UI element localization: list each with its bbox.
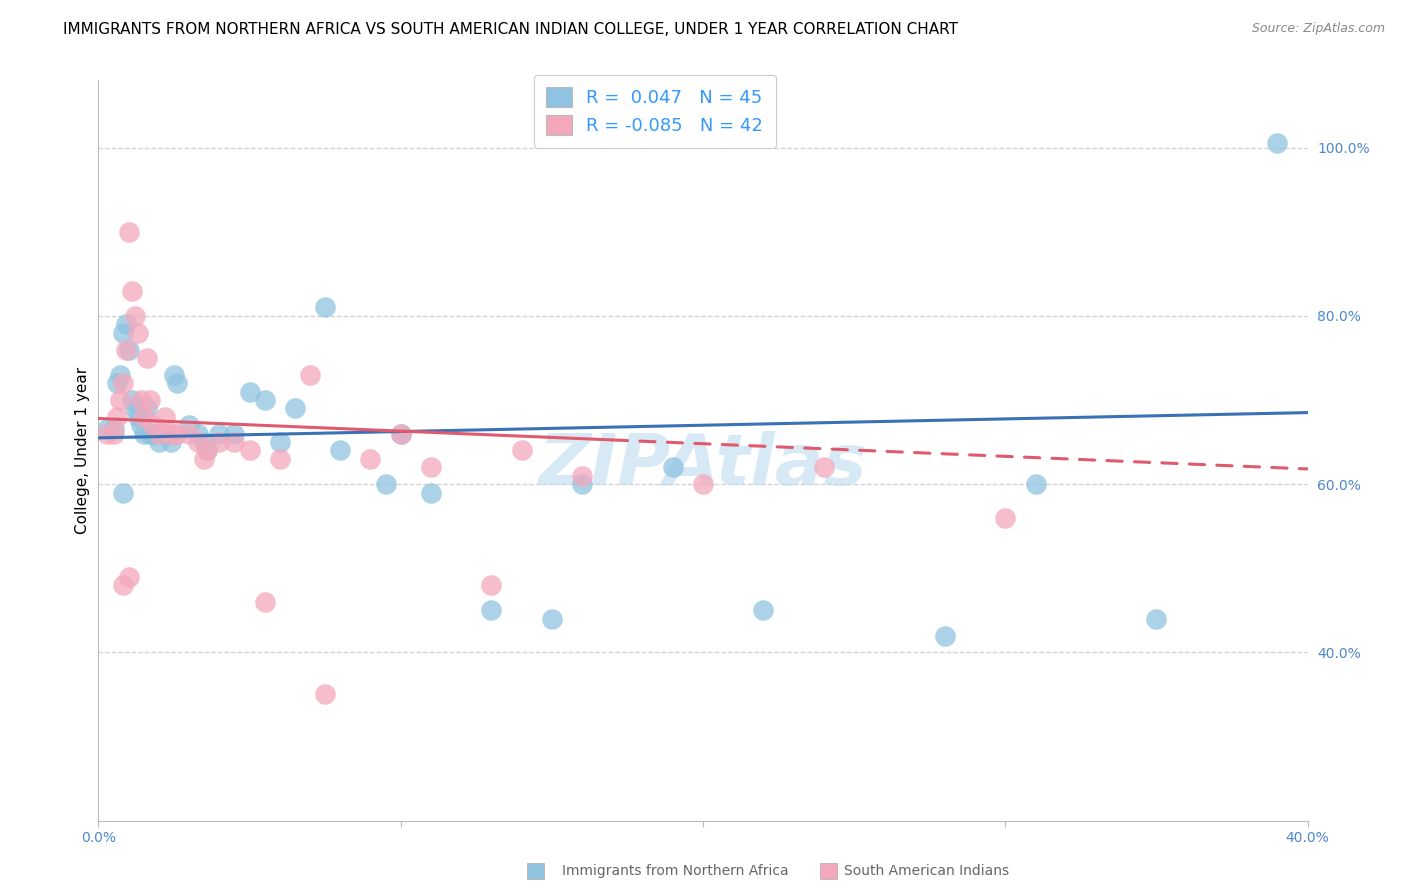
Point <box>121 392 143 407</box>
Point <box>160 435 183 450</box>
Point <box>114 318 136 332</box>
Point <box>661 460 683 475</box>
Point <box>994 510 1017 524</box>
Point <box>105 409 128 424</box>
Point <box>813 460 835 475</box>
Point <box>114 343 136 357</box>
Point <box>195 443 218 458</box>
Point <box>208 435 231 450</box>
Point <box>96 426 118 441</box>
Point <box>269 451 291 466</box>
Point <box>108 368 131 382</box>
Point <box>1267 136 1289 151</box>
Point <box>187 426 209 441</box>
Point <box>111 376 134 391</box>
Text: South American Indians: South American Indians <box>844 863 1008 878</box>
Point <box>239 443 262 458</box>
Point <box>118 225 141 239</box>
Point <box>193 451 215 466</box>
Point <box>127 409 149 424</box>
Point <box>179 426 201 441</box>
Point <box>105 376 128 391</box>
Point <box>166 376 188 391</box>
Text: Immigrants from Northern Africa: Immigrants from Northern Africa <box>562 863 789 878</box>
Point <box>124 401 146 416</box>
Point <box>163 368 186 382</box>
Point <box>1144 612 1167 626</box>
Point <box>752 603 775 617</box>
Point <box>132 409 155 424</box>
Point <box>193 435 215 450</box>
Point <box>139 426 162 441</box>
Point <box>160 426 183 441</box>
Point <box>239 384 262 399</box>
Point <box>103 422 125 436</box>
Point <box>195 443 218 458</box>
Point <box>934 629 956 643</box>
Y-axis label: College, Under 1 year: College, Under 1 year <box>75 367 90 534</box>
Point <box>163 426 186 441</box>
Point <box>118 343 141 357</box>
Point <box>269 435 291 450</box>
Point <box>299 368 322 382</box>
Text: ZIPAtlas: ZIPAtlas <box>538 431 868 500</box>
Point <box>510 443 533 458</box>
Point <box>284 401 307 416</box>
Point <box>129 392 152 407</box>
Point <box>148 426 170 441</box>
Point <box>153 409 176 424</box>
Point <box>314 688 336 702</box>
Point <box>224 435 246 450</box>
Point <box>103 426 125 441</box>
Legend: R =  0.047   N = 45, R = -0.085   N = 42: R = 0.047 N = 45, R = -0.085 N = 42 <box>534 75 776 148</box>
Point <box>142 426 165 441</box>
Point <box>135 401 157 416</box>
Text: IMMIGRANTS FROM NORTHERN AFRICA VS SOUTH AMERICAN INDIAN COLLEGE, UNDER 1 YEAR C: IMMIGRANTS FROM NORTHERN AFRICA VS SOUTH… <box>63 22 959 37</box>
Point <box>420 485 443 500</box>
Point <box>111 485 134 500</box>
Point <box>540 612 562 626</box>
Point <box>389 426 412 441</box>
Point <box>129 418 152 433</box>
Point <box>132 426 155 441</box>
Point <box>187 435 209 450</box>
Point <box>360 451 382 466</box>
Point <box>124 309 146 323</box>
Point <box>692 477 714 491</box>
Point <box>314 301 336 315</box>
Point <box>96 422 118 436</box>
Point <box>571 468 593 483</box>
Point <box>135 351 157 365</box>
Point <box>142 418 165 433</box>
Point <box>481 603 503 617</box>
Point <box>253 392 276 407</box>
Point <box>208 426 231 441</box>
Point <box>571 477 593 491</box>
Point <box>153 426 176 441</box>
Point <box>374 477 396 491</box>
Point <box>166 426 188 441</box>
Point <box>121 284 143 298</box>
Point <box>111 326 134 340</box>
Point <box>481 578 503 592</box>
Point <box>139 392 162 407</box>
Point <box>329 443 352 458</box>
Point <box>179 418 201 433</box>
Point <box>224 426 246 441</box>
Point <box>1024 477 1046 491</box>
Point <box>253 595 276 609</box>
Point <box>118 569 141 583</box>
Point <box>148 435 170 450</box>
Point <box>111 578 134 592</box>
Text: Source: ZipAtlas.com: Source: ZipAtlas.com <box>1251 22 1385 36</box>
Point <box>127 326 149 340</box>
Point <box>108 392 131 407</box>
Point <box>389 426 412 441</box>
Point <box>420 460 443 475</box>
